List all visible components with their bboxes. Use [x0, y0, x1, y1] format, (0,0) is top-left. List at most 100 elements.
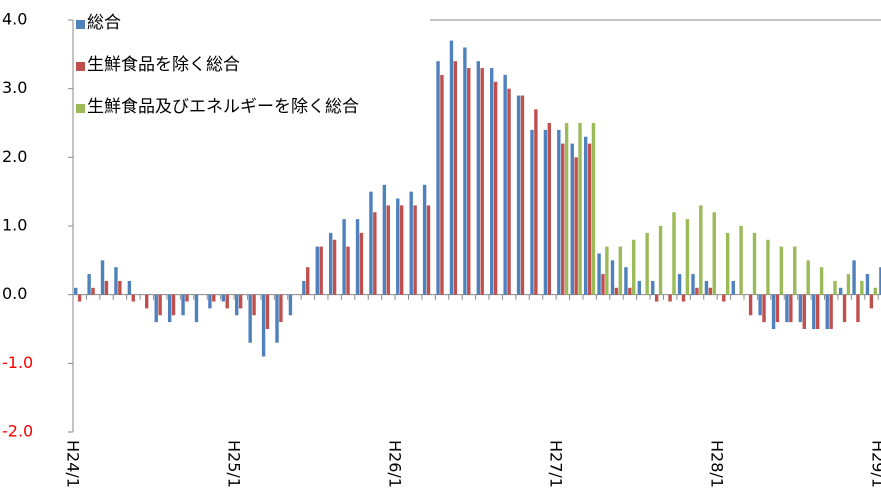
bar [208, 294, 212, 309]
y-tick-label: -1.0 [2, 353, 33, 372]
x-tick-label: H29/1 [869, 440, 881, 488]
bar [632, 239, 636, 295]
bar [852, 260, 856, 295]
bar [413, 205, 417, 295]
bar [463, 47, 467, 295]
bar [739, 226, 743, 295]
legend-swatch [76, 104, 85, 113]
bar [860, 280, 864, 295]
x-tick-label: H25/1 [225, 440, 244, 488]
bar [346, 246, 350, 295]
y-tick-label: 2.0 [2, 147, 27, 166]
bar [762, 294, 766, 323]
bar [712, 212, 716, 295]
bar [829, 294, 833, 329]
y-tick-label: -2.0 [2, 422, 33, 441]
bar [775, 294, 780, 323]
legend-label: 生鮮食品を除く総合 [87, 55, 240, 75]
bar [806, 260, 810, 295]
bar [825, 294, 829, 329]
bar [681, 294, 686, 302]
bar [704, 280, 709, 295]
bar [275, 294, 279, 343]
bar [131, 294, 135, 302]
bar [833, 280, 837, 295]
bar [722, 294, 726, 302]
bar [342, 219, 346, 295]
bar [261, 294, 266, 357]
bar [154, 294, 158, 323]
bar [543, 129, 548, 295]
bar [145, 294, 149, 309]
bar [785, 294, 789, 323]
bar [225, 294, 229, 309]
bar [194, 294, 199, 323]
bar [91, 287, 95, 295]
bar [699, 205, 703, 295]
bar [838, 287, 843, 295]
bar [610, 260, 615, 295]
bar [503, 74, 507, 295]
bar [819, 267, 824, 295]
bar [873, 287, 877, 295]
bar [779, 246, 784, 295]
bar [748, 294, 753, 316]
bar [328, 232, 333, 295]
bar [382, 184, 387, 295]
x-tick-label: H27/1 [547, 440, 566, 488]
bar [369, 191, 373, 295]
y-tick-label: 1.0 [2, 216, 27, 235]
bar [564, 123, 569, 295]
bar [359, 232, 364, 295]
bar [185, 294, 189, 302]
bar [557, 129, 561, 295]
legend-label: 総合 [87, 13, 121, 33]
bar [614, 287, 619, 295]
bar [570, 143, 574, 295]
bar [637, 280, 642, 295]
legend-swatch [76, 62, 85, 71]
bar [793, 246, 797, 295]
bar [758, 294, 762, 316]
bar [399, 205, 404, 295]
bar [618, 246, 622, 295]
bar [453, 61, 458, 295]
x-tick-label: H26/1 [386, 440, 405, 488]
bar [587, 143, 592, 295]
bar [422, 184, 427, 295]
bar [856, 294, 860, 323]
bar [171, 294, 176, 316]
bar [597, 253, 601, 295]
bar [252, 294, 256, 316]
legend-item: 総合 [76, 12, 428, 34]
bar [645, 232, 649, 295]
x-tick-label: H28/1 [708, 440, 727, 488]
bar [605, 246, 609, 295]
bar [265, 294, 270, 329]
y-tick-label: 3.0 [2, 78, 27, 97]
legend-swatch [76, 20, 85, 29]
bar [578, 123, 582, 295]
bar [181, 294, 185, 316]
bar [695, 287, 699, 295]
bar [668, 294, 672, 302]
bar [221, 294, 226, 302]
bar [651, 280, 655, 295]
bar [436, 61, 440, 295]
bar [238, 294, 243, 309]
bar [654, 294, 659, 302]
bar [74, 287, 78, 295]
bar [516, 95, 521, 295]
bar [409, 191, 413, 295]
bar [332, 239, 337, 295]
bar [812, 294, 816, 329]
bar [118, 280, 122, 295]
bar [373, 212, 377, 295]
bar [685, 219, 690, 295]
bar [752, 232, 757, 295]
bar [248, 294, 252, 343]
legend-item: 生鮮食品を除く総合 [76, 54, 428, 76]
bar [534, 109, 538, 295]
bar [628, 287, 632, 295]
